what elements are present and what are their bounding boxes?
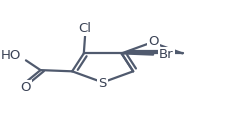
- Text: S: S: [98, 77, 106, 90]
- Text: Br: Br: [159, 48, 173, 61]
- Text: O: O: [21, 81, 31, 94]
- Text: Cl: Cl: [78, 22, 91, 35]
- Text: HO: HO: [1, 49, 21, 62]
- Text: O: O: [147, 35, 158, 48]
